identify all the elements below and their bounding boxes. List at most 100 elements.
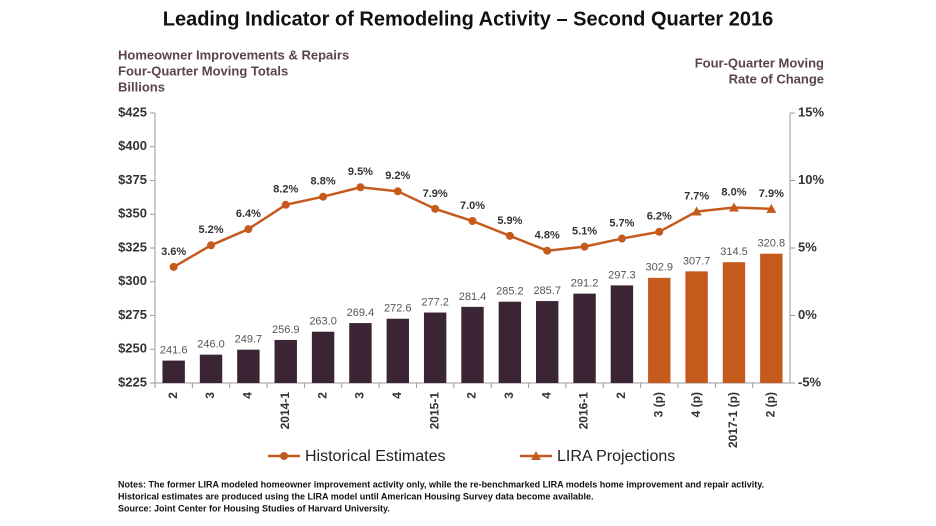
bar-label: 320.8 [758, 238, 786, 250]
line-label: 8.8% [311, 176, 336, 188]
note: Historical estimates are produced using … [118, 491, 593, 501]
x-tick-label: 4 [241, 392, 255, 399]
y-tick-label: $350 [118, 206, 147, 221]
bar-label: 277.2 [421, 296, 449, 308]
y-tick-label: $375 [118, 172, 147, 187]
y-axis-label: Four-Quarter Moving Totals [118, 63, 288, 78]
bar-label: 291.2 [571, 278, 599, 290]
bar-label: 263.0 [309, 316, 337, 328]
line-label: 5.9% [497, 215, 522, 227]
bar-label: 297.3 [608, 269, 636, 281]
y2-tick-label: 15% [798, 104, 824, 119]
line-label: 6.4% [236, 208, 261, 220]
bar [685, 271, 708, 383]
marker [169, 262, 178, 271]
line-label: 9.2% [385, 170, 410, 182]
y-tick-label: $425 [118, 104, 147, 119]
line-label: 9.5% [348, 166, 373, 178]
x-tick-label: 4 [390, 392, 404, 399]
bar-label: 272.6 [384, 303, 412, 315]
bar-label: 256.9 [272, 324, 300, 336]
legend-label: Historical Estimates [305, 448, 445, 465]
line-label: 7.7% [684, 190, 709, 202]
bar [237, 349, 260, 383]
bar-label: 249.7 [235, 334, 263, 346]
line-label: 7.0% [460, 200, 485, 212]
y2-tick-label: 0% [798, 307, 817, 322]
x-tick-label: 2016-1 [577, 392, 591, 430]
marker [356, 183, 365, 192]
legend-label: LIRA Projections [557, 448, 675, 465]
bar-label: 285.2 [496, 286, 524, 298]
y2-tick-label: -5% [798, 374, 822, 389]
bar [760, 253, 783, 383]
marker [728, 202, 739, 212]
bar-label: 241.6 [160, 344, 188, 356]
y-tick-label: $250 [118, 341, 147, 356]
x-tick-label: 3 (p) [651, 392, 665, 417]
bar [311, 331, 335, 383]
marker [431, 204, 440, 213]
bar-label: 269.4 [347, 307, 375, 319]
y-axis-label: Billions [118, 79, 165, 94]
y2-axis-label: Rate of Change [729, 71, 824, 86]
bar-label: 314.5 [720, 246, 748, 258]
line-label: 4.8% [535, 230, 560, 242]
x-tick-label: 2 [465, 392, 479, 399]
bar [423, 312, 447, 383]
x-tick-label: 2 (p) [763, 392, 777, 417]
note: Notes: The former LIRA modeled homeowner… [118, 479, 764, 489]
line-label: 8.2% [273, 184, 298, 196]
marker [691, 206, 702, 216]
marker [207, 241, 216, 250]
bar [610, 285, 634, 383]
x-tick-label: 2 [614, 392, 628, 399]
y2-tick-label: 5% [798, 239, 817, 254]
bar-label: 281.4 [459, 291, 487, 303]
bar [199, 354, 223, 383]
bar [536, 301, 559, 383]
marker [617, 234, 626, 243]
marker [580, 242, 589, 251]
x-tick-label: 2 [315, 392, 329, 399]
marker [766, 203, 777, 213]
y2-tick-label: 10% [798, 172, 824, 187]
bar [461, 306, 484, 383]
y-tick-label: $400 [118, 138, 147, 153]
marker [244, 225, 253, 234]
y-tick-label: $300 [118, 273, 147, 288]
bar [162, 360, 185, 383]
chart-title: Leading Indicator of Remodeling Activity… [163, 8, 774, 30]
line-label: 3.6% [161, 246, 186, 258]
line [658, 206, 772, 233]
x-tick-label: 3 [353, 392, 367, 399]
marker [319, 192, 328, 201]
line-label: 7.9% [759, 188, 784, 200]
line-label: 6.2% [647, 211, 672, 223]
y2-axis-label: Four-Quarter Moving [695, 55, 824, 70]
bar-label: 307.7 [683, 255, 711, 267]
y-tick-label: $225 [118, 374, 147, 389]
line-label: 5.1% [572, 226, 597, 238]
line-label: 8.0% [721, 186, 746, 198]
bar [722, 262, 746, 383]
bar-label: 246.0 [197, 339, 225, 351]
x-tick-label: 3 [203, 392, 217, 399]
line-label: 5.7% [609, 217, 634, 229]
bar [498, 301, 522, 383]
line-label: 5.2% [198, 224, 223, 236]
marker [280, 452, 288, 460]
bar [349, 323, 372, 383]
bar [274, 339, 297, 383]
y-axis-label: Homeowner Improvements & Repairs [118, 47, 349, 62]
marker [531, 451, 541, 460]
x-tick-label: 4 [539, 392, 553, 399]
x-tick-label: 2014-1 [278, 392, 292, 430]
x-tick-label: 2 [166, 392, 180, 399]
bar [573, 293, 596, 383]
bar-label: 285.7 [533, 285, 561, 297]
line [173, 185, 660, 268]
y-tick-label: $325 [118, 239, 147, 254]
marker [543, 246, 552, 255]
